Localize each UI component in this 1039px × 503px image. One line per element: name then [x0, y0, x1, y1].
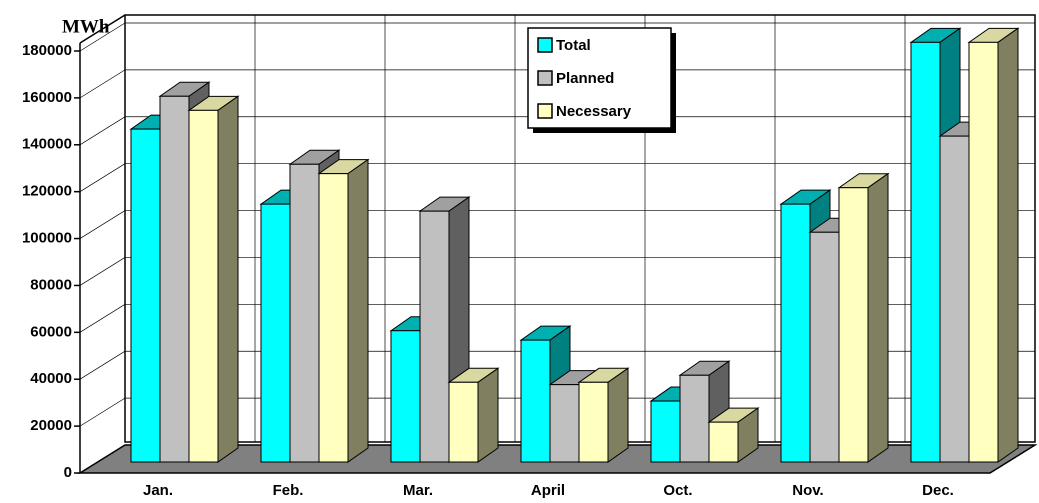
y-tick-label: 60000 — [30, 323, 72, 340]
side-grid-line — [79, 22, 126, 52]
bar-side — [997, 27, 1019, 463]
legend-label: Necessary — [556, 103, 632, 120]
legend-label: Total — [556, 37, 591, 54]
left-wall-edge — [79, 14, 126, 44]
side-grid-line — [79, 116, 126, 146]
bar — [419, 210, 450, 463]
x-tick-label: Mar. — [403, 482, 433, 499]
x-tick-label: Jan. — [143, 482, 173, 499]
bar-side — [867, 172, 889, 463]
side-grid-line — [79, 69, 126, 99]
x-tick-label: Nov. — [792, 482, 823, 499]
bar — [549, 384, 580, 463]
bar-side — [347, 158, 369, 463]
bar — [130, 128, 161, 463]
bar — [260, 203, 291, 463]
bar — [650, 400, 681, 463]
bar — [910, 41, 941, 463]
y-tick-label: 40000 — [30, 370, 72, 387]
bar — [679, 374, 710, 463]
y-tick-label: 80000 — [30, 276, 72, 293]
bar-side — [607, 367, 629, 463]
side-grid-line — [79, 163, 126, 192]
bar-side — [477, 367, 499, 463]
y-axis-label: MWh — [62, 16, 110, 37]
side-grid-line — [79, 350, 126, 380]
legend-label: Planned — [556, 70, 614, 87]
bar — [780, 203, 811, 463]
bar — [939, 135, 970, 463]
bar — [968, 41, 999, 463]
side-grid-line — [79, 304, 126, 333]
legend-swatch — [537, 103, 553, 119]
y-tick-label: 120000 — [22, 183, 72, 200]
y-tick-label: 160000 — [22, 89, 72, 106]
y-tick-label: 180000 — [22, 42, 72, 59]
legend-swatch — [537, 70, 553, 86]
bar — [188, 109, 219, 463]
bar — [448, 381, 479, 463]
side-grid-line — [79, 397, 126, 427]
legend-swatch — [537, 37, 553, 53]
y-tick-label: 140000 — [22, 136, 72, 153]
bar — [578, 381, 609, 463]
side-grid-line — [79, 257, 126, 286]
bar — [520, 339, 551, 463]
bar — [809, 231, 840, 463]
bar — [159, 95, 190, 463]
bar — [289, 163, 320, 463]
bar — [708, 421, 739, 463]
y-tick-label: 20000 — [30, 417, 72, 434]
bar — [390, 330, 421, 463]
x-tick-label: Dec. — [922, 482, 954, 499]
y-tick-label: 0 — [64, 464, 72, 481]
bar — [318, 173, 349, 463]
side-grid-line — [79, 210, 126, 239]
x-tick-label: Oct. — [663, 482, 692, 499]
x-tick-label: April — [531, 482, 565, 499]
y-tick-label: 100000 — [22, 230, 72, 247]
bar-side — [217, 95, 239, 463]
bar — [838, 187, 869, 463]
x-tick-label: Feb. — [273, 482, 304, 499]
